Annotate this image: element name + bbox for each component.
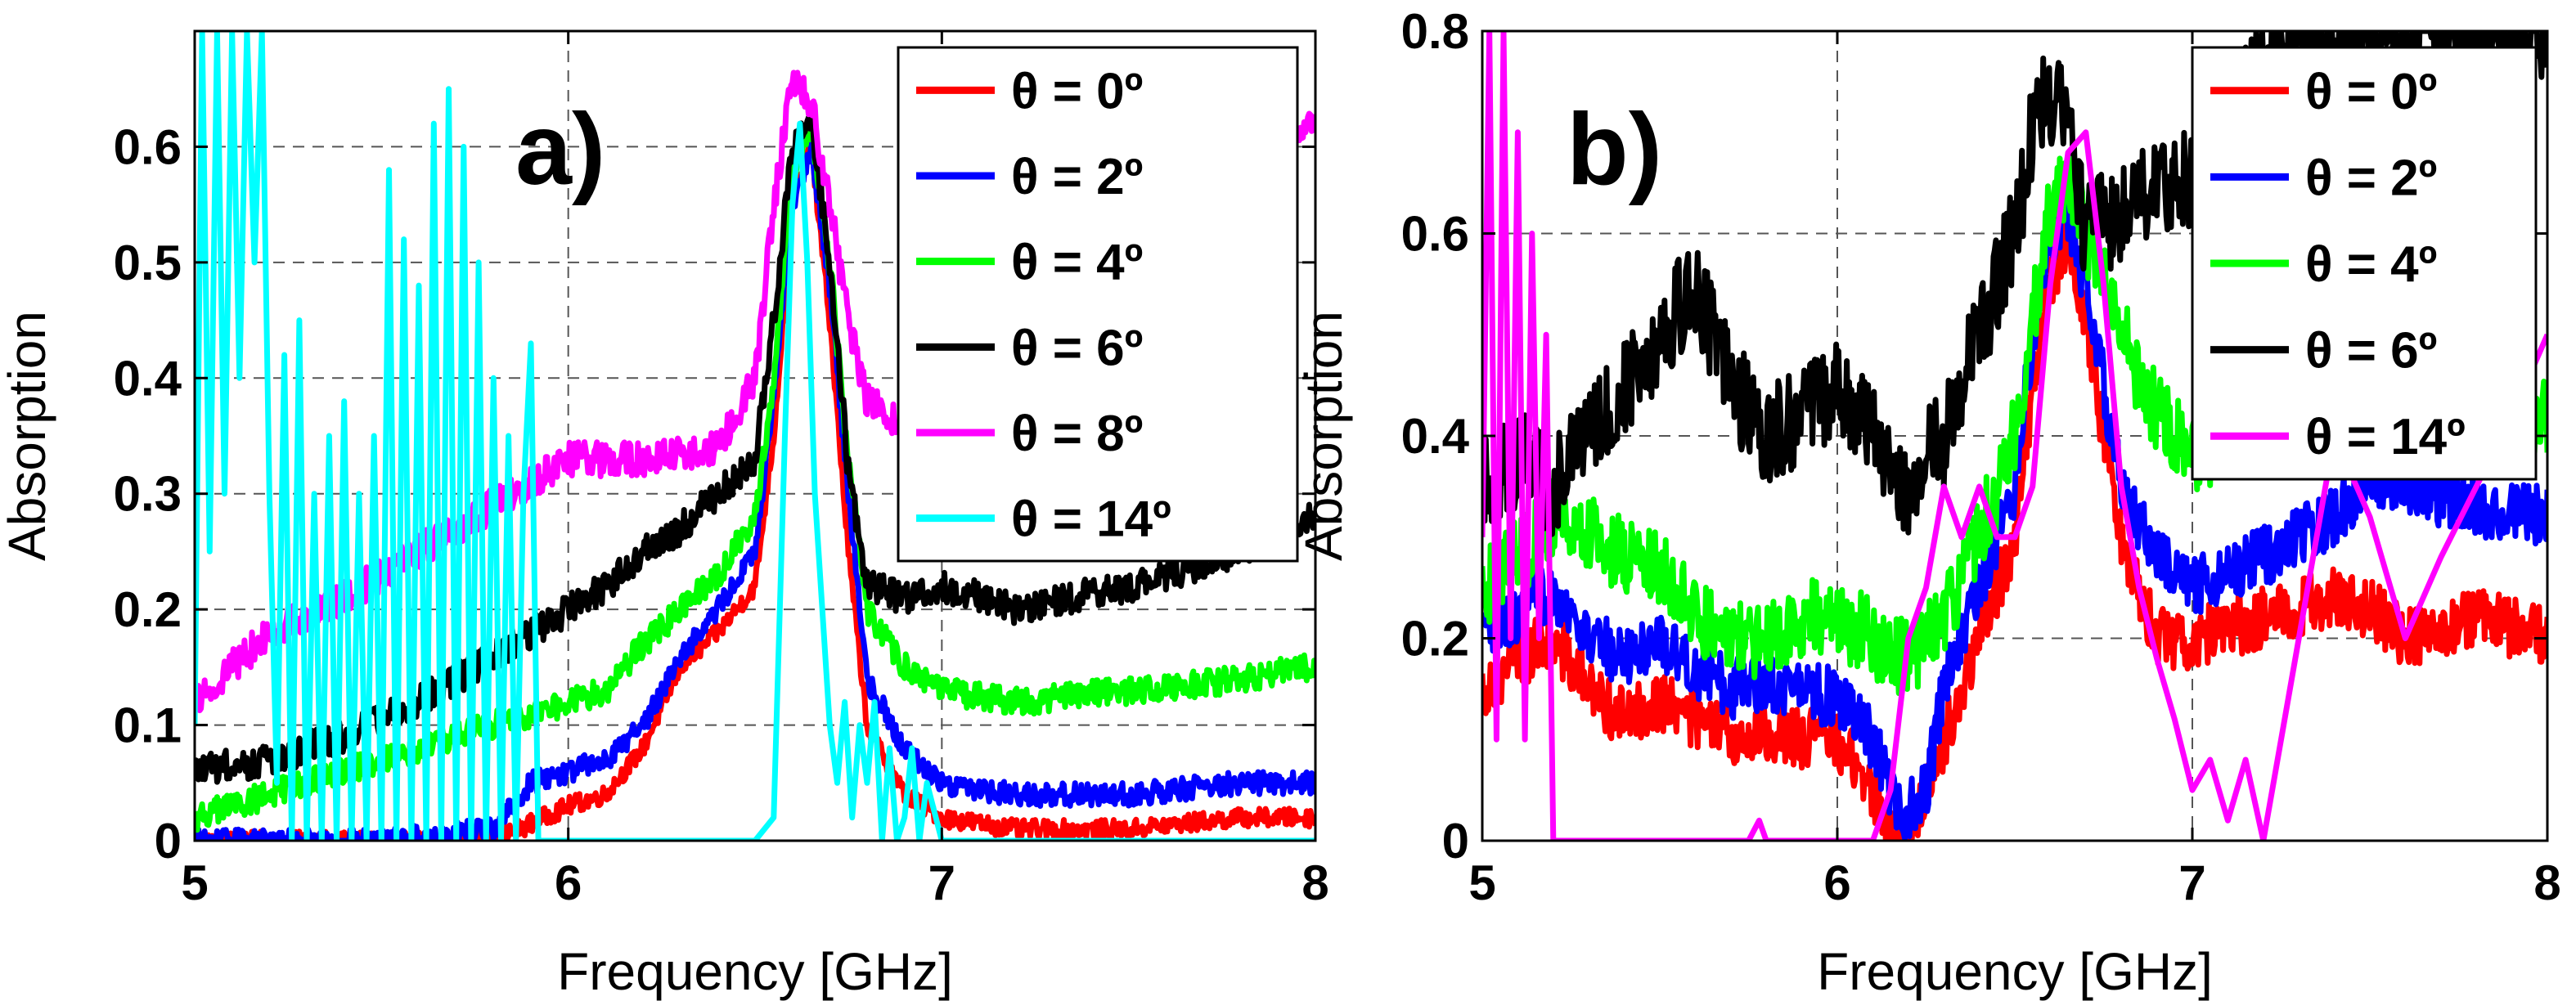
legend-label-4: θ = 8º xyxy=(1011,406,1143,462)
y-tick-label: 0.6 xyxy=(1401,207,1469,262)
x-tick-label: 8 xyxy=(1301,855,1328,910)
panel-label: a) xyxy=(515,93,605,206)
legend-label-3: θ = 6º xyxy=(1011,320,1143,376)
x-tick-label: 6 xyxy=(555,855,582,910)
panel-b: 5 6 7 8 0 0.2 0.4 0.6 0.8 Frequency [GHz] Absorpti… xyxy=(1294,4,2561,1001)
x-tick-label: 8 xyxy=(2533,855,2560,910)
series-line-4 xyxy=(1482,31,2547,841)
series-line-0 xyxy=(1482,210,2547,841)
x-tick-label: 6 xyxy=(1823,855,1850,910)
y-tick-label: 0.4 xyxy=(114,351,182,406)
y-tick-label: 0.4 xyxy=(1401,409,1470,464)
legend-label-5: θ = 14º xyxy=(1011,492,1171,548)
series-group xyxy=(195,31,1315,841)
y-tick-label: 0.2 xyxy=(114,582,182,637)
legend-label-2: θ = 4º xyxy=(2305,236,2437,293)
legend-label-2: θ = 4º xyxy=(1011,235,1143,291)
legend-label-0: θ = 0º xyxy=(2305,64,2437,120)
y-tick-label: 0 xyxy=(1442,814,1469,869)
x-tick-label: 5 xyxy=(1468,855,1495,910)
y-tick-label: 0.8 xyxy=(1401,4,1469,59)
legend: θ = 0º θ = 2º θ = 4º θ = 6º θ = 14º xyxy=(2191,46,2538,481)
legend-label-3: θ = 6º xyxy=(2305,323,2437,379)
axes-frame xyxy=(193,29,1317,842)
x-tick-label: 7 xyxy=(928,855,955,910)
x-tick-label: 7 xyxy=(2178,855,2205,910)
y-tick-label: 0.2 xyxy=(1401,612,1469,667)
legend-label-1: θ = 2º xyxy=(2305,150,2437,206)
y-axis-label: Absorption xyxy=(0,311,56,561)
legend-label-4: θ = 14º xyxy=(2305,409,2466,465)
y-tick-label: 0.5 xyxy=(114,236,182,290)
x-axis-label: Frequency [GHz] xyxy=(557,942,953,1001)
y-tick-label: 0.3 xyxy=(114,467,182,522)
y-tick-label: 0.6 xyxy=(114,119,182,174)
y-axis-label: Absorption xyxy=(1294,311,1353,561)
x-axis-label: Frequency [GHz] xyxy=(1817,942,2213,1001)
y-tick-label: 0 xyxy=(155,814,182,869)
legend-box xyxy=(897,46,1299,563)
series-line-5 xyxy=(195,31,1315,841)
panel-label: b) xyxy=(1567,93,1662,206)
legend-label-1: θ = 2º xyxy=(1011,149,1143,205)
legend-label-0: θ = 0º xyxy=(1011,63,1143,119)
y-tick-label: 0.1 xyxy=(114,698,182,753)
legend: θ = 0º θ = 2º θ = 4º θ = 6º θ = 8º θ = 14º xyxy=(897,46,1299,563)
panel-a: 5 6 7 8 0 0.1 0.2 0.3 0.4 0.5 0.6 Frequency [GHz] Ab… xyxy=(0,29,1329,1001)
x-tick-label: 5 xyxy=(181,855,208,910)
